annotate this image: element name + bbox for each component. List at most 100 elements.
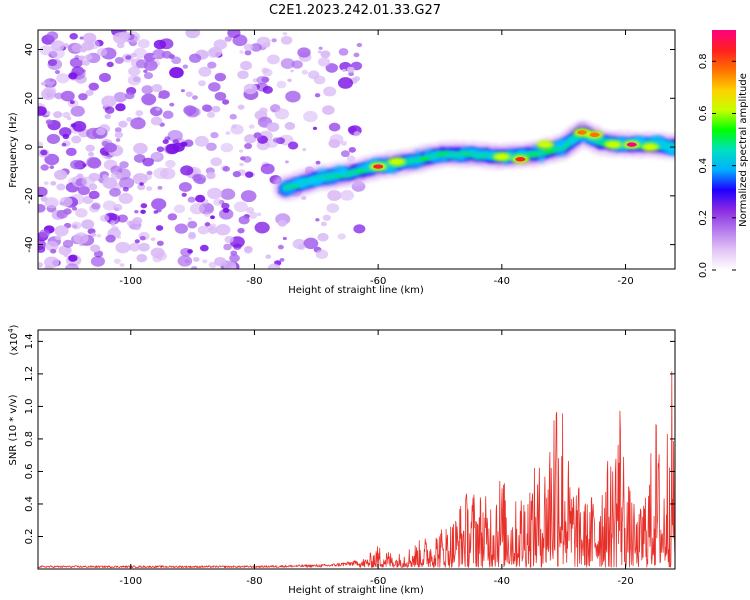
noise-blob [139,182,144,186]
noise-blob [71,135,82,144]
noise-blob [159,38,174,50]
noise-blob [134,226,141,231]
noise-blob [206,171,216,180]
noise-blob [38,262,44,268]
noise-blob [320,221,327,227]
noise-blob [242,156,252,163]
noise-blob [62,133,70,140]
y-tick-label: 20 [24,92,35,105]
x-tick-label: -20 [617,276,633,287]
noise-blob [312,126,318,130]
noise-blob [114,131,124,139]
noise-blob [85,144,95,152]
noise-blob [211,105,221,113]
noise-blob [134,209,139,214]
noise-blob [104,114,112,120]
noise-blob [274,108,290,120]
noise-blob [214,72,226,82]
noise-blob [88,82,99,91]
noise-blob [279,257,285,262]
noise-blob [231,124,238,129]
y-tick-label: 1.4 [24,333,35,349]
noise-blob [126,117,133,122]
noise-blob [215,223,231,236]
noise-blob [58,127,72,137]
ridge-peak [540,142,551,147]
noise-blob [165,159,176,168]
y-tick-label: 0.2 [24,529,35,545]
noise-blob [348,147,356,153]
noise-blob [38,203,46,213]
snr-x-label: Height of straight line (km) [288,585,424,596]
noise-blob [262,85,273,94]
noise-blob [315,218,320,222]
noise-blob [315,160,321,165]
y-tick-label: 0 [24,144,35,150]
noise-blob [56,73,70,84]
noise-blob [137,183,146,191]
noise-blob [317,50,322,54]
noise-blob [353,131,361,137]
ridge-peak [608,142,619,147]
noise-blob [115,103,126,112]
noise-blob [277,219,287,227]
noise-blob [70,159,83,170]
noise-blob [276,80,287,89]
noise-blob [113,258,121,264]
colorbar-label: Normalized spectral amplitude [738,73,749,227]
noise-blob [70,105,85,117]
ridge-peak [391,159,402,164]
noise-blob [287,78,292,83]
noise-blob [244,143,253,150]
noise-blob [115,138,121,142]
ridge-clump [294,176,312,188]
x-tick-label: -60 [370,276,386,287]
noise-blob [68,72,78,80]
noise-blob [158,95,163,99]
x-tick-label: -80 [246,576,262,587]
noise-blob [195,194,206,203]
noise-blob [214,256,227,267]
noise-blob [104,106,115,114]
ridge-clump [439,155,450,162]
noise-blob [322,214,331,221]
noise-blob [133,47,147,59]
noise-blob [200,244,209,252]
noise-blob [213,39,228,50]
noise-blob [151,83,163,93]
noise-blob [110,220,116,225]
noise-blob [127,75,142,86]
noise-blob [53,111,63,119]
ridge-clump [537,150,546,163]
noise-blob [99,214,110,222]
x-tick-label: -80 [246,276,262,287]
noise-blob [318,46,323,50]
noise-blob [322,105,335,115]
noise-blob [134,174,143,182]
noise-blob [53,169,68,180]
noise-blob [187,249,193,254]
snr-y-label: SNR (10 * v/v) [8,394,19,465]
noise-blob [136,253,148,263]
noise-blob [207,61,217,69]
noise-blob [317,232,329,242]
noise-blob [140,209,146,214]
noise-blob [43,86,57,97]
noise-blob [192,95,198,100]
noise-blob [128,66,141,77]
noise-blob [130,117,146,130]
y-tick-label: 1.2 [24,366,35,382]
noise-blob [71,221,82,230]
noise-blob [245,171,254,178]
noise-blob [301,195,307,200]
noise-blob [297,244,306,251]
noise-blob [156,146,165,153]
y-tick-label: 0.4 [24,496,35,512]
noise-blobs [38,30,366,269]
ridge-band [272,119,675,202]
noise-blob [190,266,198,269]
noise-blob [61,142,67,147]
noise-blob [87,39,100,50]
noise-blob [328,138,341,149]
noise-blob [266,122,280,132]
